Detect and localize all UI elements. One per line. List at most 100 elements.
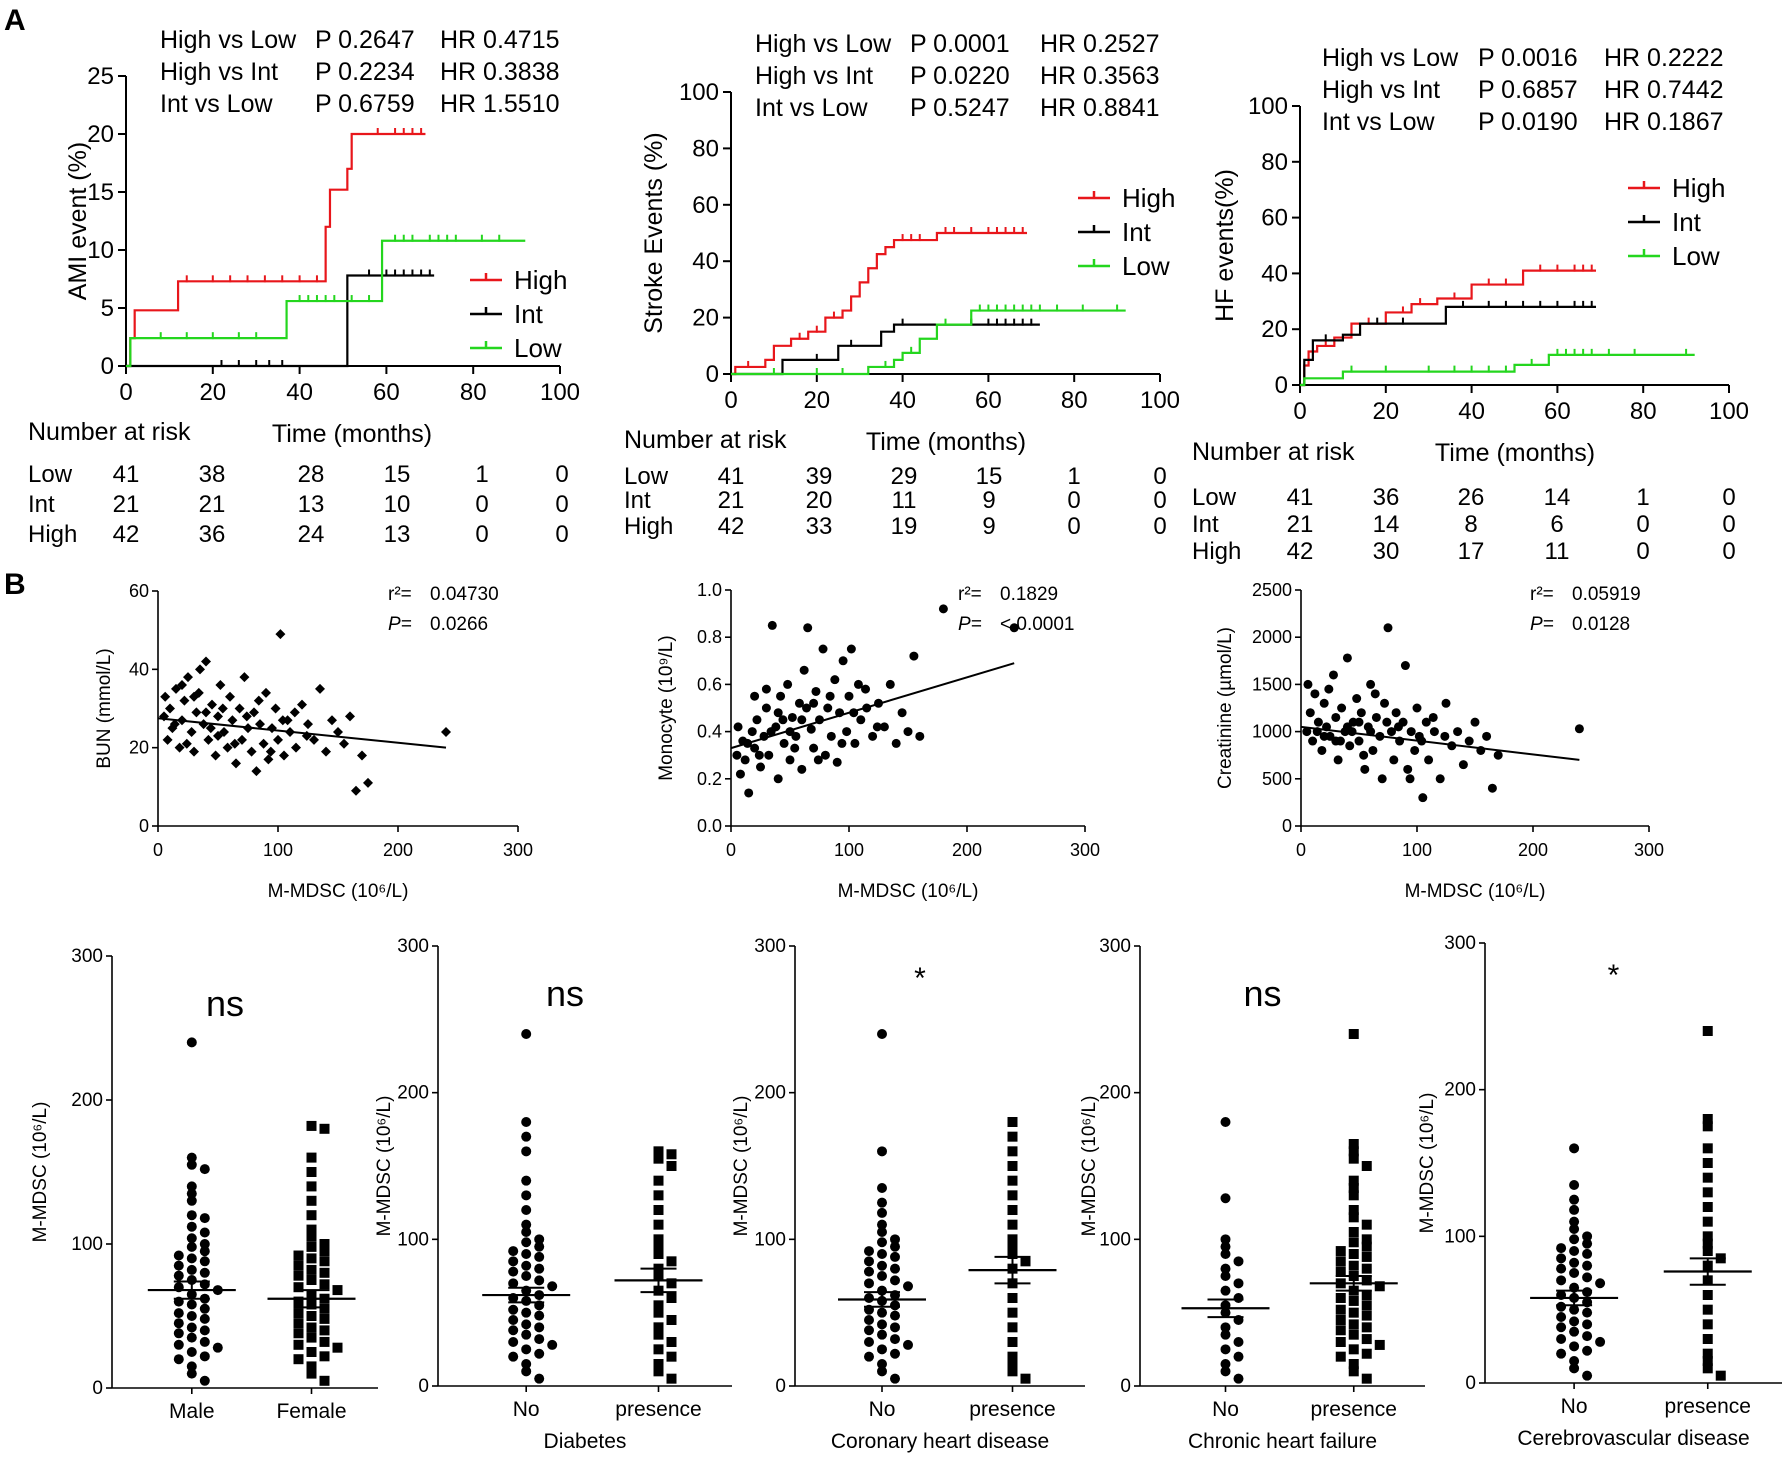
data-point [1702,1304,1713,1315]
km-line-int [731,323,1040,376]
data-point [877,1029,887,1039]
x-tick-label: 200 [1518,840,1548,860]
data-point [534,1348,545,1359]
data-point [186,1188,197,1199]
data-point [319,1375,330,1386]
scatter-point [174,742,185,753]
scatter-point [1421,717,1431,727]
data-point [306,1275,317,1285]
scatter-point [1428,712,1438,722]
group-label: No [1561,1395,1588,1418]
data-point [306,1195,317,1206]
scatter-point [201,707,211,718]
risk-cell: 0 [1722,538,1735,565]
p-value-label: P= [1530,614,1554,635]
risk-cell: 9 [982,487,995,514]
x-axis-label: M-MDSC (10⁶/L) [268,881,409,902]
data-point [653,1344,664,1355]
scatter-point [210,750,221,761]
data-point [666,1293,677,1303]
data-point [1361,1348,1372,1359]
scatter-point [785,755,795,765]
risk-row-label: Low [624,463,669,490]
data-point [1556,1312,1567,1322]
data-point [173,1318,184,1329]
data-point [1348,1295,1359,1306]
group-label: No [869,1398,896,1421]
group-title: Diabetes [544,1430,627,1453]
scatter-point [183,672,193,683]
data-point [653,1234,664,1245]
data-point [1569,1234,1580,1245]
data-point [1007,1366,1018,1377]
risk-cell: 13 [298,491,325,518]
data-point [521,1146,532,1157]
regression-line [1300,725,1580,761]
data-point [1348,1227,1359,1237]
data-point [186,1233,197,1244]
data-point [1374,1281,1385,1292]
data-point [306,1264,317,1275]
legend-label-int: Int [514,299,544,329]
scatter-point [872,722,882,732]
x-tick-label: 40 [1458,398,1485,425]
y-tick-label: 0 [139,816,149,836]
data-point [521,1175,532,1186]
scatter-point [258,738,269,749]
scatter-point [818,644,828,654]
x-tick-label: 0 [724,387,737,414]
data-point [534,1322,545,1333]
data-point [1348,1205,1359,1215]
km-stat-p-value: P 0.2234 [315,58,415,86]
scatter-point [177,680,187,690]
km-stat-hazard-ratio: HR 0.2527 [1040,30,1160,58]
data-point [319,1351,330,1362]
significance-label: ns [1243,973,1281,1014]
data-point [534,1334,545,1345]
scatter-point [189,746,199,757]
data-point [1361,1251,1372,1262]
data-point [1220,1234,1231,1245]
scatter-point [811,686,821,696]
scatter-point [165,703,175,714]
data-point [877,1366,887,1377]
y-tick-label: 100 [679,79,719,106]
scatter-point [797,764,807,774]
data-point [1348,1029,1359,1039]
km-line-high [731,231,1028,376]
risk-cell: 1 [1636,484,1649,511]
data-point [877,1307,887,1318]
data-point [319,1123,330,1134]
group-label: No [1212,1398,1239,1421]
data-point [1348,1237,1359,1248]
km-stat-comparison: High vs Low [755,30,892,58]
data-point [186,1264,197,1275]
data-point [890,1300,900,1311]
scatter-point [1366,727,1376,737]
data-point [306,1322,317,1333]
scatter-point [750,743,760,753]
y-tick-label: 0 [418,1376,429,1397]
data-point [521,1344,532,1355]
km-stat-comparison: High vs Int [1322,76,1440,104]
data-point [1715,1370,1726,1381]
scatter-point [1337,703,1347,713]
data-point [1582,1345,1593,1356]
dot-plot-sex: 0 100 200 300 M-MDSC (10⁶/L) Male Female ns [30,946,378,1423]
data-point [1361,1300,1372,1311]
data-point [1233,1293,1244,1303]
data-point [1007,1359,1018,1369]
data-point [1348,1183,1359,1193]
y-tick-label: 500 [1262,769,1292,789]
scatter-point [897,708,907,718]
km-line-high [126,132,426,368]
data-point [1220,1322,1231,1333]
scatter-point [761,684,771,694]
y-tick-label: 20 [1261,316,1288,343]
risk-cell: 36 [1373,484,1400,511]
data-point [306,1120,317,1131]
km-line-low [126,239,526,368]
data-point [1348,1153,1359,1164]
scatter-point [1391,708,1401,718]
data-point [1361,1263,1372,1274]
